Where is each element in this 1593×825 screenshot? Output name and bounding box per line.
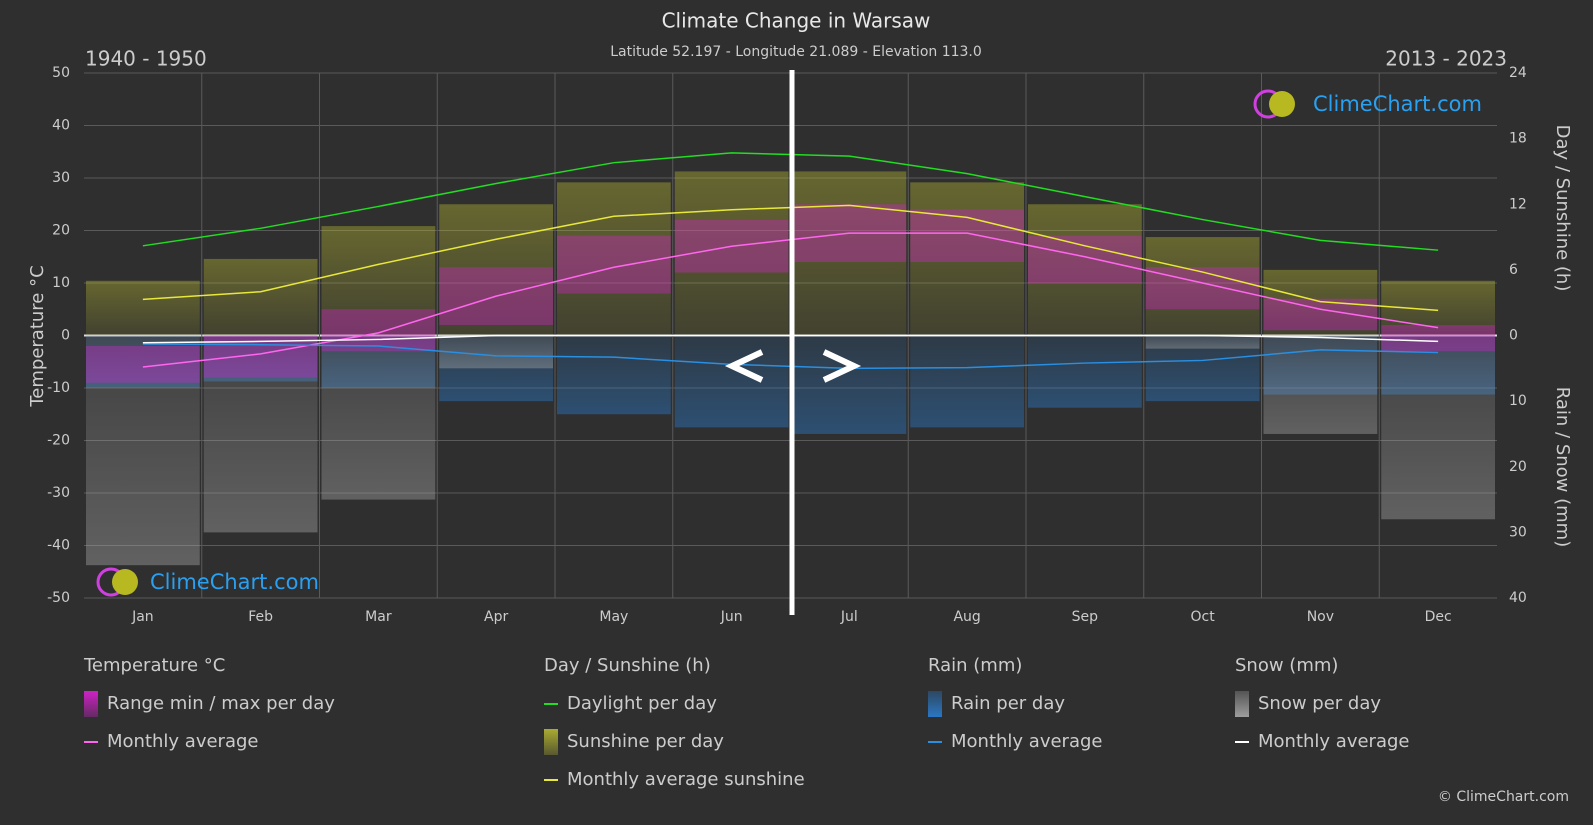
y2-tick-label: 18 [1509, 131, 1527, 147]
chart-title: Climate Change in Warsaw [662, 9, 931, 33]
y3-tick-label: 10 [1509, 393, 1527, 409]
legend-heading: Temperature °C [83, 655, 225, 676]
x-tick-label: Sep [1072, 609, 1099, 625]
y-tick-label: 10 [52, 275, 70, 291]
bar [1145, 335, 1260, 349]
y3-tick-label: 40 [1509, 590, 1527, 606]
x-tick-label: Aug [953, 609, 980, 625]
period-right: 2013 - 2023 [1385, 47, 1507, 71]
y2-tick-label: 0 [1509, 328, 1518, 344]
legend-swatch [1235, 691, 1249, 717]
y-tick-label: -20 [47, 433, 70, 449]
x-tick-label: Feb [248, 609, 273, 625]
prev-arrow[interactable] [724, 349, 764, 383]
bar [910, 182, 1024, 336]
bar [557, 335, 671, 415]
y-tick-label: 0 [61, 328, 70, 344]
y2-tick-label: 6 [1509, 262, 1518, 278]
x-tick-label: May [599, 609, 628, 625]
bar [86, 335, 200, 566]
bar [792, 335, 907, 434]
temp-range [910, 209, 1024, 262]
legend-label: Monthly average sunshine [567, 769, 805, 790]
legend-label: Snow per day [1258, 693, 1381, 714]
logo-text: ClimeChart.com [150, 570, 319, 594]
chart-subtitle: Latitude 52.197 - Longitude 21.089 - Ele… [610, 44, 982, 60]
temp-range [86, 346, 200, 383]
y-tick-label: 50 [52, 65, 70, 81]
legend-label: Range min / max per day [107, 693, 335, 714]
logo-bottom: ClimeChart.com [96, 567, 319, 597]
temp-range [557, 235, 671, 294]
x-tick-label: Nov [1307, 609, 1334, 625]
legend-swatch [84, 691, 98, 717]
y-tick-label: -10 [47, 380, 70, 396]
legend-label: Monthly average [1258, 731, 1409, 752]
plot-area: -50 -40 -30 -20 -10 0 10 20 30 40 50 0 6 12 18 24 10 20 30… [47, 65, 1527, 625]
bar [203, 258, 318, 336]
logo-icon [112, 569, 138, 595]
legend-label: Sunshine per day [567, 731, 724, 752]
x-tick-label: Dec [1425, 609, 1452, 625]
bars-layer [86, 171, 1495, 566]
bar [86, 280, 200, 336]
legend-label: Rain per day [951, 693, 1065, 714]
period-left: 1940 - 1950 [85, 47, 207, 71]
y2-axis-label: Day / Sunshine (h) [1552, 125, 1573, 292]
x-tick-label: Jan [131, 609, 154, 625]
logo-top: ClimeChart.com [1253, 89, 1482, 119]
legend-swatch [928, 691, 942, 717]
bar [1028, 204, 1142, 336]
y-tick-label: 30 [52, 170, 70, 186]
bar [439, 335, 553, 369]
bar [674, 335, 789, 428]
bar [910, 335, 1024, 428]
temp-range [1381, 325, 1495, 352]
x-tick-label: Jul [840, 609, 858, 625]
legend-label: Monthly average [107, 731, 258, 752]
x-tick-label: Jun [720, 609, 743, 625]
bar [439, 204, 553, 336]
x-tick-label: Oct [1191, 609, 1216, 625]
y-tick-label: -50 [47, 590, 70, 606]
bar [1381, 335, 1495, 520]
y-axis-label: Temperature °C [27, 265, 48, 407]
legend: Temperature °C Range min / max per day Mon… [83, 655, 1409, 790]
legend-label: Monthly average [951, 731, 1102, 752]
temp-range [1263, 298, 1378, 331]
bar [203, 335, 318, 533]
bar [1263, 335, 1378, 434]
y3-axis-label: Rain / Snow (mm) [1552, 387, 1573, 547]
y2-tick-label: 24 [1509, 65, 1527, 81]
bar [321, 335, 436, 500]
y-tick-label: 20 [52, 223, 70, 239]
next-arrow[interactable] [822, 349, 862, 383]
y-tick-label: -30 [47, 485, 70, 501]
y-tick-label: 40 [52, 118, 70, 134]
copyright: © ClimeChart.com [1438, 789, 1569, 805]
legend-heading: Rain (mm) [928, 655, 1022, 676]
legend-label: Daylight per day [567, 693, 717, 714]
temp-range [1028, 235, 1142, 283]
logo-icon [1269, 91, 1295, 117]
legend-swatch [544, 729, 558, 755]
bar [1145, 237, 1260, 336]
legend-heading: Day / Sunshine (h) [544, 655, 711, 676]
bar [1263, 269, 1378, 336]
y2-tick-label: 12 [1509, 196, 1527, 212]
bar [792, 171, 907, 336]
temp-range [321, 309, 436, 352]
logo-text: ClimeChart.com [1313, 92, 1482, 116]
y3-tick-label: 30 [1509, 524, 1527, 540]
x-tick-label: Mar [365, 609, 392, 625]
legend-heading: Snow (mm) [1235, 655, 1338, 676]
x-tick-label: Apr [484, 609, 508, 625]
bar [1028, 335, 1142, 408]
bar [321, 226, 436, 336]
bar [557, 182, 671, 336]
y-tick-label: -40 [47, 538, 70, 554]
y3-tick-label: 20 [1509, 459, 1527, 475]
